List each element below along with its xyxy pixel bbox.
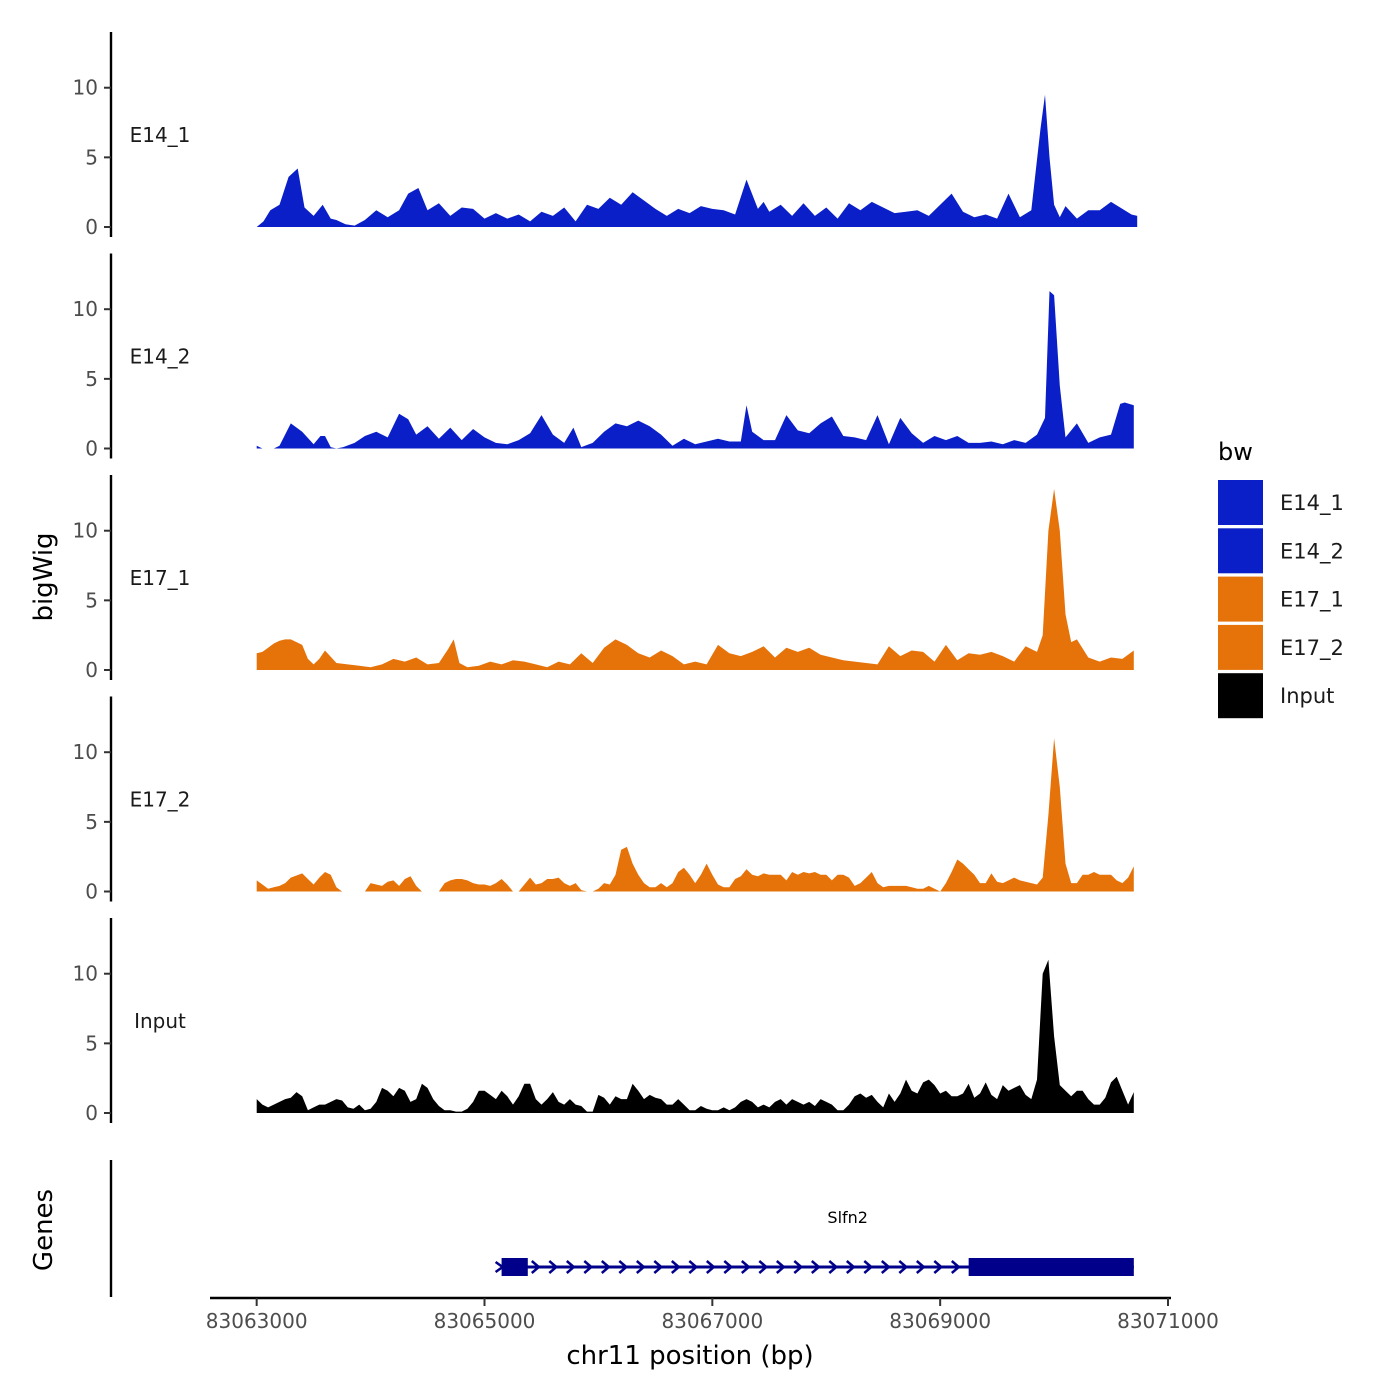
gene-Slfn2: Slfn2 [494, 1208, 1134, 1276]
y-tick-label: 5 [85, 145, 98, 169]
legend-swatch-E17_2 [1218, 624, 1263, 670]
strand-arrow [600, 1260, 611, 1274]
x-axis-title: chr11 position (bp) [566, 1341, 813, 1371]
strand-arrow [898, 1260, 909, 1274]
legend-swatch-E14_1 [1218, 480, 1263, 525]
strand-arrow [635, 1260, 646, 1274]
strand-arrow [494, 1260, 505, 1274]
strand-arrow [723, 1260, 734, 1274]
x-tick-label: 83069000 [889, 1309, 991, 1333]
y-tick-label: 10 [73, 297, 98, 321]
gene-annotation-panel: Slfn2 [109, 1160, 1134, 1297]
strand-arrow [670, 1260, 681, 1274]
legend-label: E17_1 [1280, 588, 1344, 613]
strand-arrow [740, 1260, 751, 1274]
legend: bw E14_1 E14_2 E17_1 E17_2 Input [1218, 438, 1344, 719]
legend-swatch-Input [1218, 673, 1263, 719]
strand-arrow [863, 1260, 874, 1274]
gene-name-label: Slfn2 [827, 1208, 868, 1227]
strand-arrow [933, 1260, 944, 1274]
strand-arrow [530, 1260, 541, 1274]
y-tick-label: 0 [85, 880, 98, 904]
strand-arrow [548, 1260, 559, 1274]
coverage-area-E14_2 [256, 291, 1134, 449]
y-tick-label: 5 [85, 1031, 98, 1055]
track-E17_2: 0 5 10 E17_2 [73, 696, 1134, 904]
strand-arrow [950, 1260, 961, 1274]
strand-arrow [758, 1260, 769, 1274]
legend-label: E14_2 [1280, 539, 1344, 564]
x-tick-label: 83071000 [1117, 1309, 1219, 1333]
y-tick-label: 0 [85, 437, 98, 461]
y-tick-label: 0 [85, 658, 98, 682]
strand-arrow [845, 1260, 856, 1274]
track-label: E14_1 [130, 123, 191, 147]
y-tick-label: 5 [85, 367, 98, 391]
coverage-area-Input [256, 959, 1134, 1113]
strand-arrow [653, 1260, 664, 1274]
x-tick-label: 83067000 [661, 1309, 763, 1333]
legend-swatch-E17_1 [1218, 576, 1263, 622]
strand-arrow [810, 1260, 821, 1274]
coverage-area-E17_1 [256, 488, 1134, 670]
legend-title: bw [1218, 438, 1253, 466]
genes-axis-title: Genes [29, 1189, 59, 1271]
coverage-area-E14_1 [256, 94, 1138, 227]
strand-arrow [583, 1260, 594, 1274]
track-label: E17_1 [130, 566, 191, 590]
y-axis-title: bigWig [29, 532, 59, 621]
strand-arrow [915, 1260, 926, 1274]
strand-arrow [618, 1260, 629, 1274]
strand-arrow [688, 1260, 699, 1274]
y-tick-label: 10 [73, 740, 98, 764]
coverage-tracks: 0 5 10 E14_1 0 5 10 E14_2 0 5 10 E17_1 0 5 10 E17_2 0 5 10… [73, 32, 1138, 1125]
x-axis: 83063000 83065000 83067000 83069000 83071000 [206, 1296, 1219, 1333]
track-E14_2: 0 5 10 E14_2 [73, 253, 1134, 461]
y-tick-label: 10 [73, 519, 98, 543]
coverage-area-E17_2 [256, 738, 1134, 892]
y-tick-label: 5 [85, 588, 98, 612]
strand-arrow [565, 1260, 576, 1274]
y-tick-label: 5 [85, 810, 98, 834]
x-tick-label: 83065000 [434, 1309, 536, 1333]
track-label: E17_2 [130, 788, 191, 812]
y-tick-label: 0 [85, 1101, 98, 1125]
legend-swatch-E14_2 [1218, 528, 1263, 574]
track-label: Input [134, 1009, 186, 1033]
x-tick-label: 83063000 [206, 1309, 308, 1333]
gene-exon [501, 1258, 528, 1276]
strand-arrow [705, 1260, 716, 1274]
legend-label: E17_2 [1280, 636, 1344, 661]
strand-arrow [828, 1260, 839, 1274]
y-tick-label: 0 [85, 215, 98, 239]
legend-label: E14_1 [1280, 491, 1344, 516]
track-E14_1: 0 5 10 E14_1 [73, 32, 1138, 239]
strand-arrow [793, 1260, 804, 1274]
track-E17_1: 0 5 10 E17_1 [73, 475, 1134, 682]
track-Input: 0 5 10 Input [73, 918, 1134, 1125]
y-tick-label: 10 [73, 76, 98, 100]
y-tick-label: 10 [73, 962, 98, 986]
strand-arrow [775, 1260, 786, 1274]
strand-arrow [880, 1260, 891, 1274]
track-label: E14_2 [130, 345, 191, 369]
legend-label: Input [1280, 684, 1334, 708]
gene-exon [968, 1258, 1134, 1276]
